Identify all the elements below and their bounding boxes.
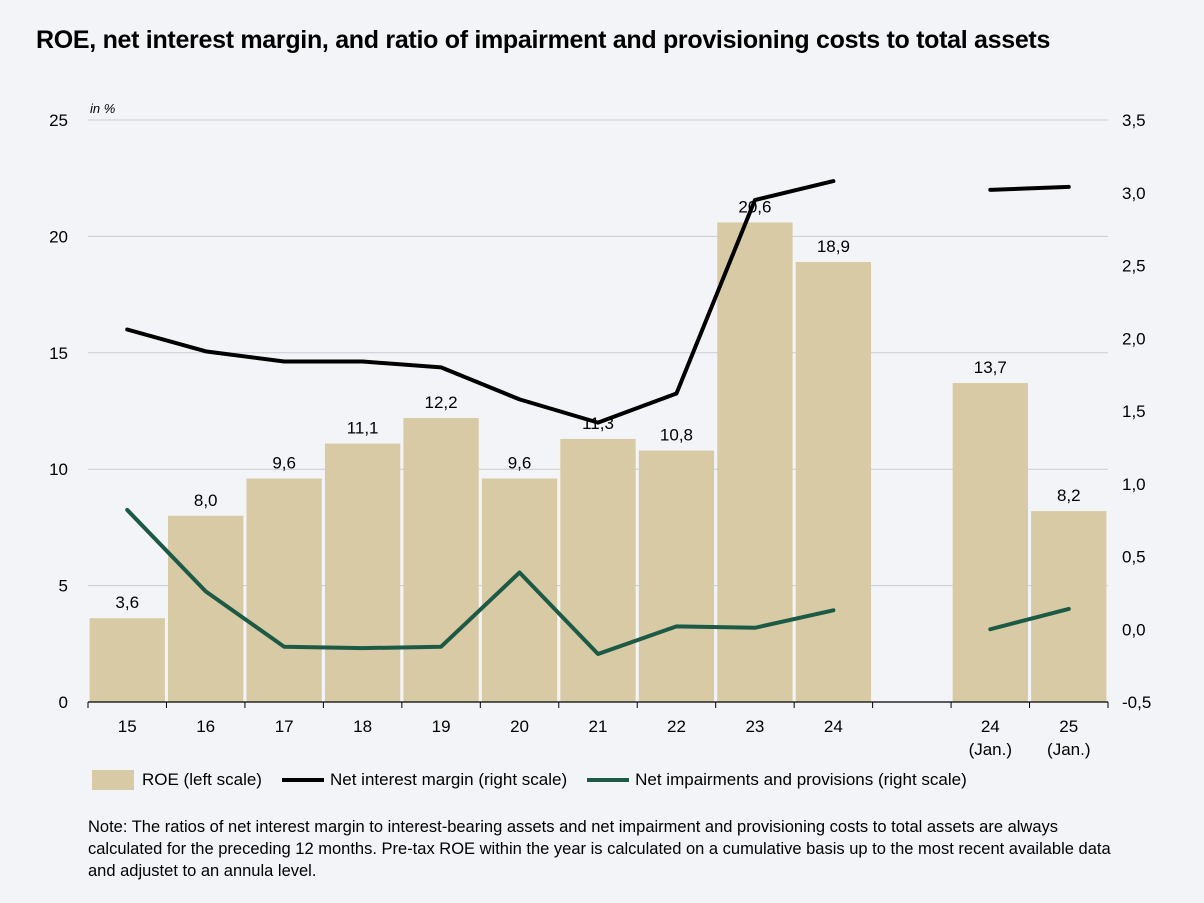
bar-label: 8,0 bbox=[194, 491, 218, 510]
y-tick-left: 20 bbox=[49, 227, 68, 246]
bar-label: 11,1 bbox=[347, 419, 379, 438]
y-tick-left: 15 bbox=[49, 344, 68, 363]
x-tick-label: 15 bbox=[118, 717, 137, 736]
bar bbox=[952, 383, 1028, 702]
bar-label: 8,2 bbox=[1057, 486, 1081, 505]
legend-item-roe: ROE (left scale) bbox=[92, 770, 262, 790]
x-tick-label: 23 bbox=[745, 717, 764, 736]
legend-item-impairments: Net impairments and provisions (right sc… bbox=[587, 770, 967, 790]
y-tick-left: 10 bbox=[49, 460, 68, 479]
bar-label: 9,6 bbox=[272, 454, 296, 473]
bar-label: 3,6 bbox=[115, 593, 139, 612]
y-tick-right: 2,5 bbox=[1122, 257, 1146, 276]
chart-legend: ROE (left scale) Net interest margin (ri… bbox=[92, 770, 987, 790]
y-tick-left: 5 bbox=[59, 577, 68, 596]
bar bbox=[638, 450, 715, 702]
x-tick-label: 24 bbox=[981, 717, 1000, 736]
x-tick-label: 22 bbox=[667, 717, 686, 736]
net-interest-margin-line bbox=[988, 184, 1071, 192]
legend-label-nim: Net interest margin (right scale) bbox=[329, 770, 568, 789]
net-impairments-line bbox=[125, 507, 836, 656]
legend-swatch-impairments bbox=[587, 778, 630, 782]
legend-swatch-roe bbox=[92, 770, 134, 790]
legend-label-impairments: Net impairments and provisions (right sc… bbox=[635, 770, 967, 789]
chart-title: ROE, net interest margin, and ratio of i… bbox=[36, 26, 1051, 54]
legend-item-nim: Net interest margin (right scale) bbox=[281, 770, 568, 790]
bar-label: 12,2 bbox=[425, 393, 458, 412]
x-tick-label: 17 bbox=[275, 717, 294, 736]
x-tick-label: 19 bbox=[432, 717, 451, 736]
chart-note: Note: The ratios of net interest margin … bbox=[88, 818, 1111, 880]
bar bbox=[481, 478, 558, 702]
y-tick-left: 0 bbox=[59, 693, 68, 712]
unit-label: in % bbox=[90, 101, 115, 116]
bar-label: 10,8 bbox=[660, 426, 693, 445]
x-tick-label: 24 bbox=[824, 717, 843, 736]
bar bbox=[717, 222, 793, 702]
x-tick-sublabel: (Jan.) bbox=[1047, 740, 1090, 759]
bar-label: 20,6 bbox=[738, 197, 771, 216]
y-tick-right: 1,5 bbox=[1122, 402, 1146, 421]
bar-label: 18,9 bbox=[817, 237, 850, 256]
y-tick-right: -0,5 bbox=[1122, 693, 1151, 712]
y-tick-right: 3,0 bbox=[1122, 184, 1146, 203]
bar bbox=[795, 262, 872, 702]
legend-swatch-nim bbox=[281, 778, 324, 782]
y-tick-right: 1,0 bbox=[1122, 475, 1146, 494]
bar bbox=[89, 618, 165, 702]
y-tick-right: 0,5 bbox=[1122, 548, 1146, 567]
y-tick-right: 2,0 bbox=[1122, 329, 1146, 348]
x-tick-label: 18 bbox=[353, 717, 372, 736]
legend-label-roe: ROE (left scale) bbox=[142, 770, 262, 789]
bar bbox=[560, 438, 636, 702]
y-tick-left: 25 bbox=[49, 111, 68, 130]
x-tick-label: 20 bbox=[510, 717, 529, 736]
y-tick-right: 3,5 bbox=[1122, 111, 1146, 130]
net-interest-margin-line bbox=[125, 179, 836, 425]
bar bbox=[246, 478, 322, 702]
bar bbox=[403, 417, 479, 702]
net-impairments-line bbox=[988, 606, 1071, 632]
bar-label: 13,7 bbox=[974, 358, 1007, 377]
x-tick-label: 16 bbox=[196, 717, 215, 736]
bar bbox=[324, 443, 401, 702]
chart-canvas: 0 5 10 15 20 25 -0,5 0,0 0,5 1,0 1,5 2,0 2,5 3,0 3,5 in… bbox=[49, 101, 1151, 759]
x-tick-label: 25 bbox=[1059, 717, 1078, 736]
bar bbox=[1031, 511, 1107, 702]
y-tick-right: 0,0 bbox=[1122, 620, 1146, 639]
x-tick-label: 21 bbox=[589, 717, 608, 736]
x-tick-sublabel: (Jan.) bbox=[969, 740, 1012, 759]
bar-label: 9,6 bbox=[508, 454, 532, 473]
